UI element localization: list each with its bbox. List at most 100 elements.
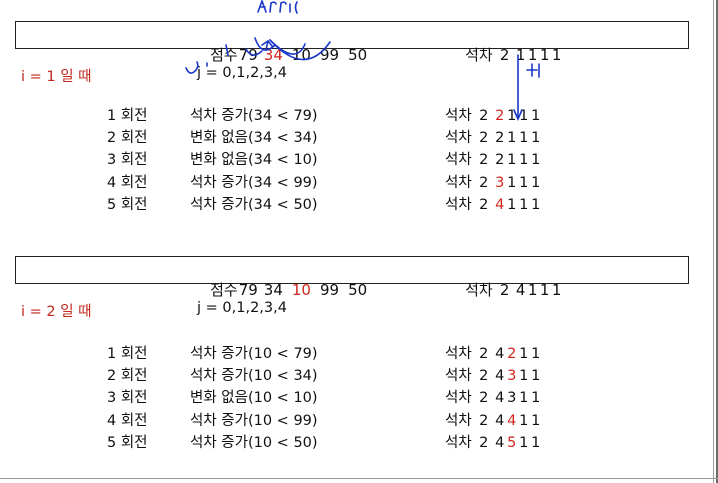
i-label-1: i = 1 일 때 bbox=[21, 69, 92, 85]
rank-value: 1 bbox=[551, 46, 562, 64]
rank-value: 2 bbox=[479, 174, 489, 191]
rank-value: 1 bbox=[519, 412, 529, 429]
score-value: 10 bbox=[291, 281, 311, 299]
round-number: 2 회전 bbox=[107, 368, 148, 385]
rank-label: 석차 bbox=[445, 152, 472, 169]
rank-value: 1 bbox=[507, 152, 517, 169]
rank-value: 1 bbox=[531, 152, 541, 169]
rank-label: 석차 bbox=[465, 46, 493, 64]
round-description: 석차 증가(10 < 79) bbox=[190, 346, 318, 362]
rank-value: 1 bbox=[539, 46, 550, 64]
rank-value: 1 bbox=[539, 281, 550, 299]
round-number: 1 회전 bbox=[107, 108, 148, 124]
rank-value: 2 bbox=[495, 108, 505, 124]
rank-value: 1 bbox=[519, 174, 529, 191]
rank-value: 2 bbox=[479, 196, 489, 213]
j-label-2: j = 0,1,2,3,4 bbox=[197, 300, 287, 316]
rank-value: 1 bbox=[519, 196, 529, 213]
rank-value: 4 bbox=[495, 412, 505, 429]
round-ranks: 석차 2 4 3 1 1 bbox=[445, 364, 542, 385]
rank-value: 2 bbox=[479, 368, 489, 385]
rank-label: 석차 bbox=[445, 390, 472, 407]
rank-value: 2 bbox=[479, 434, 489, 451]
rank-value: 4 bbox=[495, 346, 505, 362]
rank-value: 1 bbox=[507, 174, 517, 191]
round-ranks: 석차 2 2 1 1 1 bbox=[445, 148, 542, 169]
score-rank-box-2: 점수79 34 10 99 50 석차 2 4 1 1 1 bbox=[15, 256, 689, 299]
rank-label: 석차 bbox=[445, 412, 472, 429]
rank-value: 1 bbox=[531, 434, 541, 451]
rank-value: 4 bbox=[515, 281, 526, 299]
rank-value: 1 bbox=[531, 174, 541, 191]
score-value: 79 bbox=[238, 281, 258, 299]
score-value: 50 bbox=[348, 281, 368, 299]
round-number: 2 회전 bbox=[107, 130, 148, 147]
rank-value: 5 bbox=[507, 434, 517, 451]
score-value: 34 bbox=[263, 46, 283, 64]
rank-value: 1 bbox=[531, 412, 541, 429]
rank-value: 1 bbox=[531, 368, 541, 385]
rank-value: 1 bbox=[519, 390, 529, 407]
slide-frame-right bbox=[713, 0, 714, 483]
rank-value: 4 bbox=[495, 368, 505, 385]
score-row-2: 점수79 34 10 99 50 bbox=[191, 261, 367, 318]
score-label: 점수 bbox=[210, 46, 238, 64]
rank-label: 석차 bbox=[445, 130, 472, 147]
round-ranks: 석차 2 3 1 1 1 bbox=[445, 171, 542, 192]
round-description: 변화 없음(34 < 34) bbox=[190, 130, 318, 147]
rank-value: 1 bbox=[519, 130, 529, 147]
rank-value: 2 bbox=[507, 346, 517, 362]
rank-value: 1 bbox=[551, 281, 562, 299]
rank-value: 2 bbox=[479, 412, 489, 429]
round-number: 4 회전 bbox=[107, 412, 148, 429]
rank-value: 4 bbox=[495, 196, 505, 213]
ink-arr-i bbox=[257, 0, 298, 14]
round-description: 석차 증가(34 < 99) bbox=[190, 174, 318, 191]
rank-label: 석차 bbox=[445, 346, 472, 362]
rank-value: 3 bbox=[507, 368, 517, 385]
rank-value: 1 bbox=[507, 196, 517, 213]
rank-value: 2 bbox=[495, 152, 505, 169]
slide-frame-bottom bbox=[0, 478, 718, 479]
rank-value: 1 bbox=[519, 108, 529, 124]
rank-value: 3 bbox=[495, 174, 505, 191]
rank-value: 2 bbox=[495, 130, 505, 147]
round-description: 석차 증가(10 < 34) bbox=[190, 368, 318, 385]
i-label-2: i = 2 일 때 bbox=[21, 304, 92, 320]
round-number: 5 회전 bbox=[107, 434, 148, 451]
round-number: 3 회전 bbox=[107, 390, 148, 407]
rank-value: 1 bbox=[507, 130, 517, 147]
round-ranks: 석차 2 2 1 1 1 bbox=[445, 104, 542, 125]
round-ranks: 석차 2 4 1 1 1 bbox=[445, 193, 542, 214]
rank-label: 석차 bbox=[445, 108, 472, 124]
rank-value: 1 bbox=[527, 46, 538, 64]
rank-label: 석차 bbox=[465, 281, 493, 299]
rank-value: 1 bbox=[519, 368, 529, 385]
round-number: 1 회전 bbox=[107, 346, 148, 362]
rank-value: 1 bbox=[507, 108, 517, 124]
rank-value: 1 bbox=[515, 46, 526, 64]
score-value: 79 bbox=[238, 46, 258, 64]
rank-value: 1 bbox=[527, 281, 538, 299]
j-label-1: j = 0,1,2,3,4 bbox=[197, 65, 287, 81]
rank-value: 2 bbox=[479, 130, 489, 147]
rank-label: 석차 bbox=[445, 174, 472, 191]
rank-value: 2 bbox=[479, 346, 489, 362]
rank-value: 2 bbox=[479, 390, 489, 407]
rank-label: 석차 bbox=[445, 434, 472, 451]
round-description: 석차 증가(34 < 79) bbox=[190, 108, 318, 124]
rank-value: 4 bbox=[507, 412, 517, 429]
rank-value: 1 bbox=[519, 346, 529, 362]
rank-label: 석차 bbox=[445, 196, 472, 213]
round-ranks: 석차 2 4 2 1 1 bbox=[445, 342, 542, 363]
rank-value: 1 bbox=[519, 434, 529, 451]
round-ranks: 석차 2 4 3 1 1 bbox=[445, 386, 542, 407]
rank-value: 1 bbox=[531, 196, 541, 213]
rank-value: 1 bbox=[531, 390, 541, 407]
rank-value: 3 bbox=[507, 390, 517, 407]
rank-value: 4 bbox=[495, 390, 505, 407]
round-number: 3 회전 bbox=[107, 152, 148, 169]
round-description: 변화 없음(34 < 10) bbox=[190, 152, 318, 169]
round-ranks: 석차 2 4 5 1 1 bbox=[445, 431, 542, 452]
round-description: 석차 증가(10 < 99) bbox=[190, 412, 318, 429]
